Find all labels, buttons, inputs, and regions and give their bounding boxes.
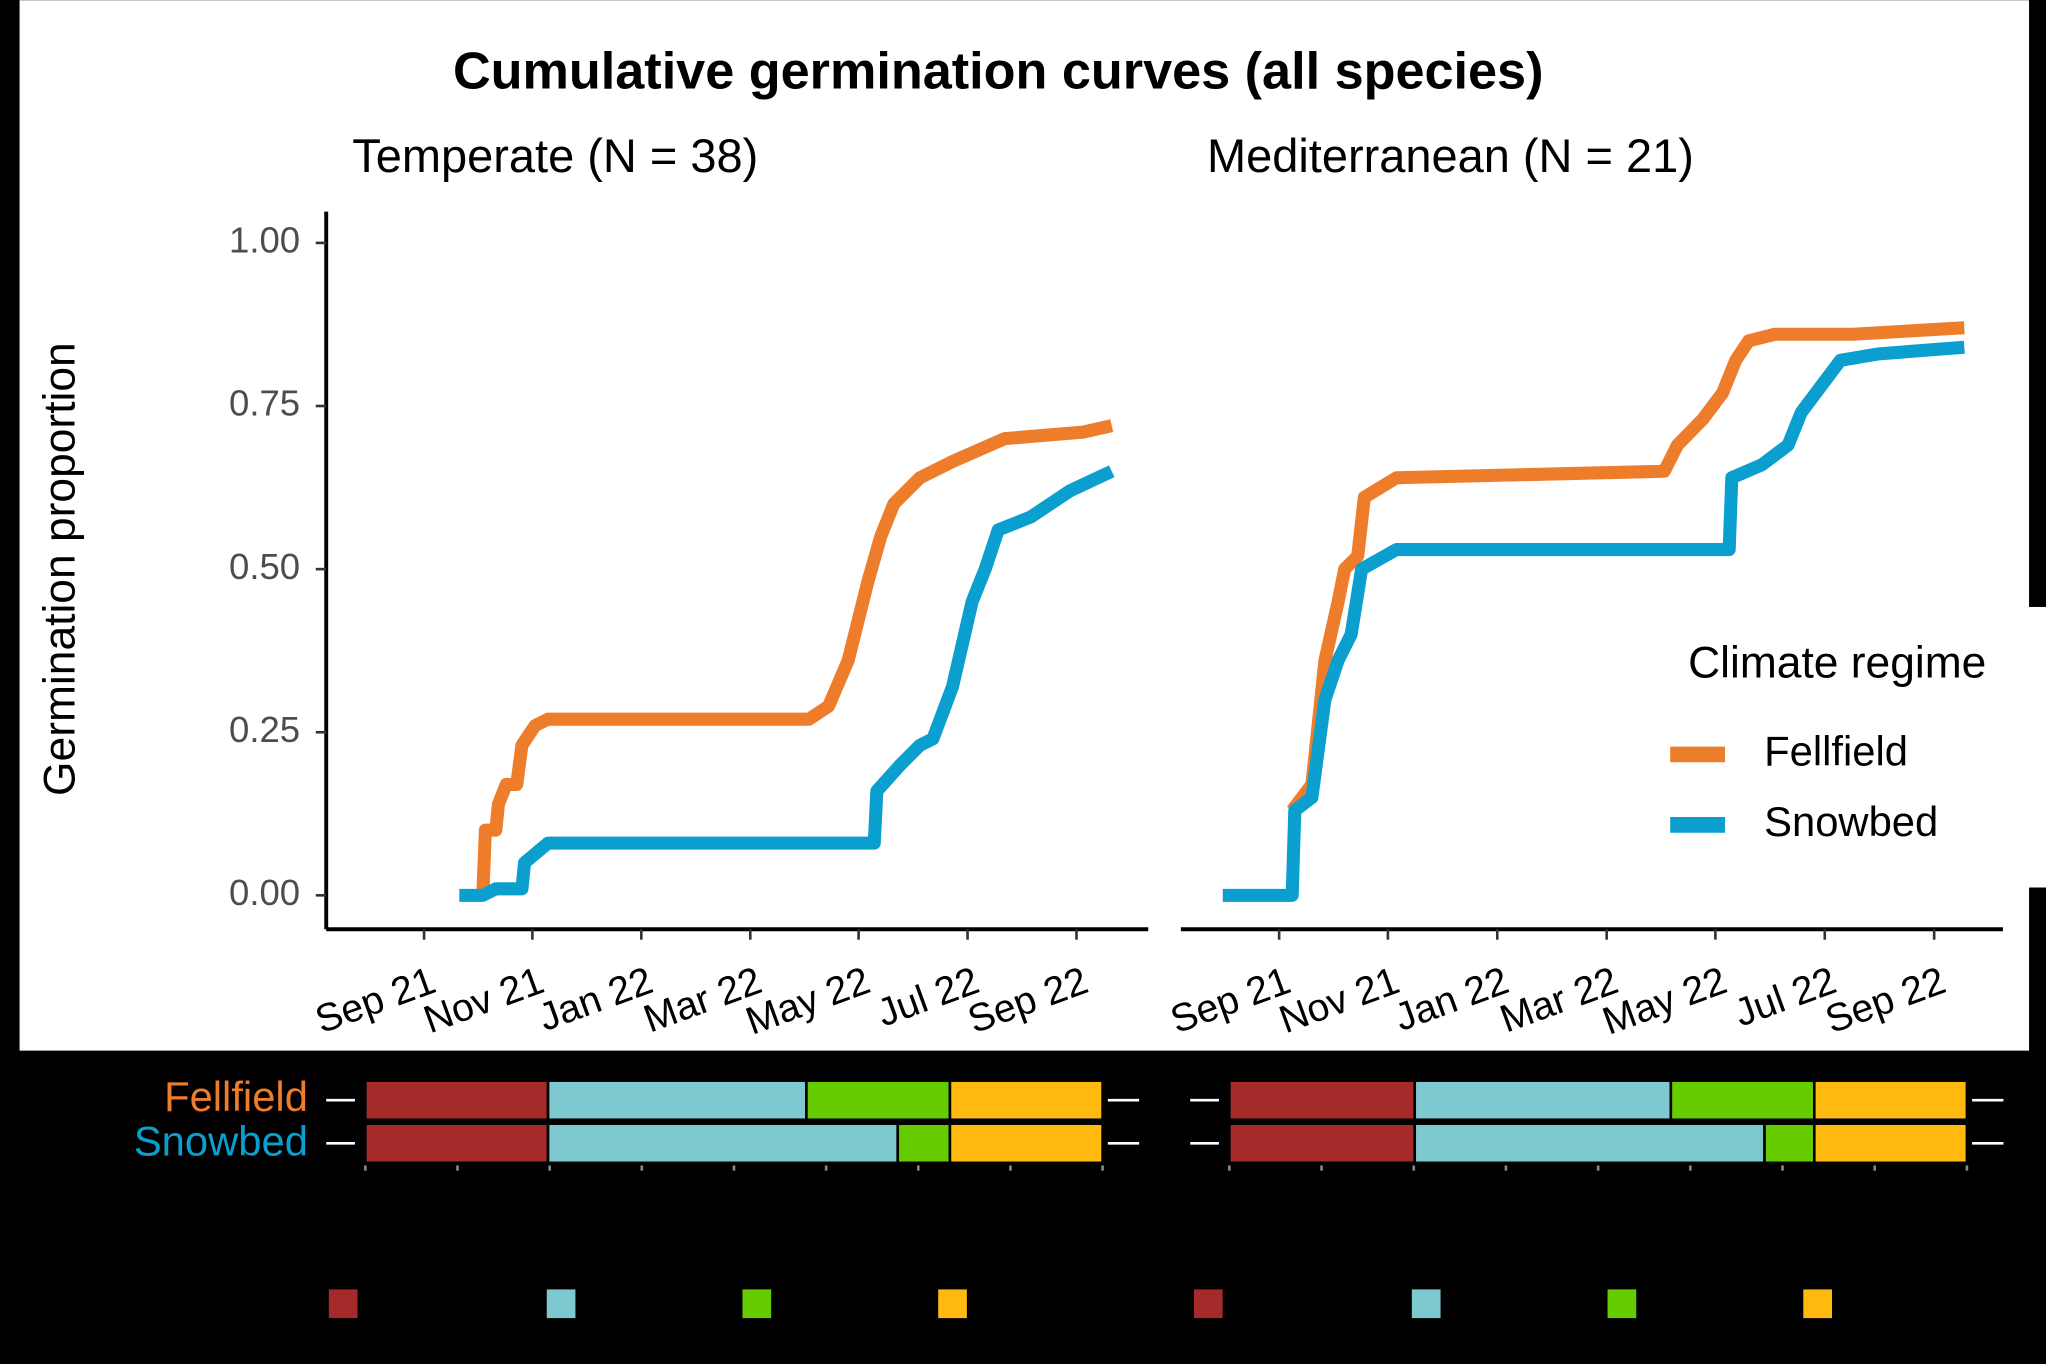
y-tick-label: 0.00	[229, 872, 300, 913]
series-line	[459, 465, 1115, 902]
y-tick-label: 1.00	[229, 220, 300, 261]
phase-segment	[1228, 1122, 1417, 1165]
phase-segment	[805, 1079, 952, 1122]
phase-segment	[896, 1122, 952, 1165]
bottom-legend	[328, 1289, 1833, 1319]
y-axis-label: Germination proportion	[35, 342, 84, 796]
phase-segment	[364, 1079, 550, 1122]
series-line	[1286, 321, 1965, 815]
legend-square	[546, 1289, 576, 1319]
legend-square	[1803, 1289, 1833, 1319]
phase-segment	[948, 1122, 1104, 1165]
phase-segment	[1669, 1079, 1816, 1122]
legend-label: Fellfield	[1764, 727, 1908, 774]
phase-segment	[948, 1079, 1104, 1122]
legend-square	[1411, 1289, 1441, 1319]
chart-title: Cumulative germination curves (all speci…	[453, 42, 1544, 100]
y-tick-label: 0.50	[229, 546, 300, 587]
legend-title: Climate regime	[1688, 638, 1986, 687]
phase-segment	[1812, 1079, 1969, 1122]
y-tick-label: 0.25	[229, 709, 300, 750]
panel-subtitle: Temperate (N = 38)	[352, 129, 758, 182]
phase-segment	[1812, 1122, 1969, 1165]
legend-square	[1607, 1289, 1637, 1319]
phase-segment	[1228, 1079, 1417, 1122]
y-tick-label: 0.75	[229, 383, 300, 424]
phase-segment	[1763, 1122, 1816, 1165]
legend-square	[742, 1289, 772, 1319]
legend-square	[328, 1289, 358, 1319]
phase-segment	[546, 1079, 808, 1122]
series-line	[1222, 340, 1965, 902]
phase-segment	[546, 1122, 900, 1165]
legend-label: Snowbed	[1764, 798, 1938, 845]
phase-segment	[1413, 1079, 1673, 1122]
panel-subtitle: Mediterranean (N = 21)	[1207, 129, 1694, 182]
series-line	[476, 419, 1114, 896]
phase-segment	[364, 1122, 550, 1165]
legend-square	[938, 1289, 967, 1319]
strip-row-label: Fellfield	[164, 1073, 308, 1120]
strip-row-label: Snowbed	[134, 1118, 308, 1165]
legend-square	[1193, 1289, 1223, 1319]
phase-segment	[1413, 1122, 1766, 1165]
